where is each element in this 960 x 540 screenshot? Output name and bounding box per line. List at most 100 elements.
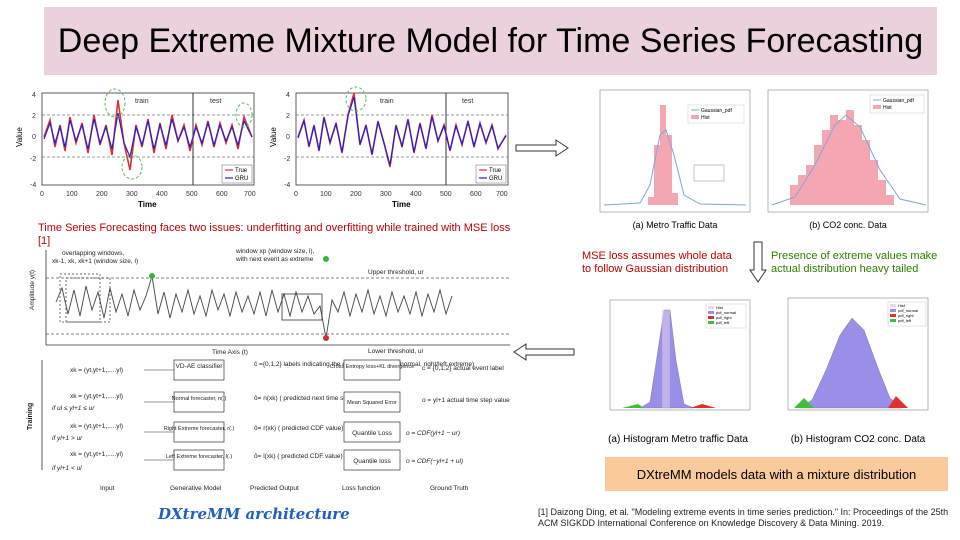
svg-text:-2: -2	[30, 156, 36, 163]
mse-note: MSE loss assumes whole data to follow Ga…	[582, 250, 732, 275]
svg-text:Time Axis (t): Time Axis (t)	[212, 349, 248, 356]
row-right-extreme: xk = (yt,yt+1,.....yl) if yl+1 > ur Righ…	[52, 421, 460, 443]
time-series-plot-2: train test True GRU 4 2 0 -2 -4 0 100 20…	[269, 86, 509, 209]
svg-text:Predicted Output: Predicted Output	[250, 485, 299, 492]
svg-text:test: test	[462, 98, 473, 105]
svg-text:Loss function: Loss function	[342, 485, 381, 492]
svg-text:0: 0	[294, 191, 298, 198]
dxtremm-architecture: overlapping windows, xk-1, xk, xk+1 (win…	[27, 248, 510, 492]
underfitting-caption: Time Series Forecasting faces two issues…	[38, 222, 511, 247]
co2-mixture-caption: (b) Histogram CO2 conc. Data	[791, 434, 926, 445]
svg-text:Right Extreme forecaster, r(.): Right Extreme forecaster, r(.)	[164, 426, 235, 432]
svg-text:o = CDF(−yl+1 + ul): o = CDF(−yl+1 + ul)	[406, 458, 463, 465]
down-arrow	[749, 241, 767, 283]
row-normal: xk = (yt,yt+1,.....yl) if ul ≤ yl+1 ≤ ur…	[52, 391, 510, 413]
svg-text:xk = (yt,yt+1,.....yl): xk = (yt,yt+1,.....yl)	[70, 451, 123, 458]
svg-text:Hist: Hist	[883, 105, 892, 111]
svg-text:overlapping windows,: overlapping windows,	[62, 250, 124, 257]
row-left-extreme: xk = (yt,yt+1,.....yl) if yl+1 < ul Left…	[52, 449, 463, 472]
svg-text:300: 300	[126, 191, 138, 198]
svg-text:if yl+1 < ul: if yl+1 < ul	[52, 465, 82, 472]
co2-histogram: Gaussian_pdf Hist (b) CO2 conc. Data	[767, 89, 929, 230]
svg-text:Mean Squared Error: Mean Squared Error	[347, 400, 397, 406]
svg-text:500: 500	[440, 191, 452, 198]
title-band	[44, 7, 937, 75]
svg-text:c = {0,1,2} actual event label: c = {0,1,2} actual event label	[422, 365, 504, 372]
row-classifier: xk = (yt,yt+1,.....yl) VD-AE classifier …	[70, 359, 504, 381]
svg-text:train: train	[380, 98, 394, 105]
metro-histogram: Gaussian_pdf Hist (a) Metro Traffic Data	[599, 89, 751, 230]
svg-text:pdf_left: pdf_left	[716, 320, 730, 325]
svg-text:ô= r(xk) ( predicted CDF value: ô= r(xk) ( predicted CDF value)	[254, 425, 343, 432]
svg-text:Hist: Hist	[898, 303, 906, 308]
gaussian-histograms: Gaussian_pdf Hist (a) Metro Traffic Data…	[599, 89, 929, 230]
svg-text:pdf_right: pdf_right	[716, 315, 732, 320]
svg-text:100: 100	[66, 191, 78, 198]
svg-text:100: 100	[320, 191, 332, 198]
svg-text:xk = (yt,yt+1,.....yl): xk = (yt,yt+1,.....yl)	[70, 367, 123, 374]
metro-caption: (a) Metro Traffic Data	[633, 220, 718, 230]
svg-text:pdf_right: pdf_right	[898, 313, 914, 318]
svg-text:o = yl+1 actual time step valu: o = yl+1 actual time step value	[422, 397, 510, 404]
legend-gru-1: GRU	[235, 176, 248, 182]
ylabel-1: Value	[15, 127, 24, 147]
svg-text:Gaussian_pdf: Gaussian_pdf	[883, 98, 914, 104]
svg-text:Hist: Hist	[701, 115, 710, 121]
svg-text:Cross Entropy loss+KL divergen: Cross Entropy loss+KL divergence	[330, 364, 414, 370]
svg-text:VD-AE classifier: VD-AE classifier	[176, 363, 224, 370]
svg-text:200: 200	[96, 191, 108, 198]
svg-text:Time: Time	[392, 200, 411, 209]
svg-text:pdf_normal: pdf_normal	[898, 308, 918, 313]
test-label-1: test	[210, 98, 221, 105]
time-series-plots: train test True GRU 4 2 0 -2 -4 0 100 20…	[15, 86, 509, 209]
svg-text:300: 300	[380, 191, 392, 198]
svg-text:True: True	[489, 168, 502, 174]
svg-text:500: 500	[186, 191, 198, 198]
svg-text:Normal forecaster, n(.): Normal forecaster, n(.)	[172, 396, 227, 402]
svg-text:xk-1, xk, xk+1 (window size, l: xk-1, xk, xk+1 (window size, l)	[52, 258, 138, 265]
slide-title: Deep Extreme Mixture Model for Time Seri…	[57, 21, 924, 60]
svg-text:400: 400	[156, 191, 168, 198]
co2-caption: (b) CO2 conc. Data	[809, 220, 887, 230]
svg-text:with next event as extreme: with next event as extreme	[235, 256, 314, 263]
svg-text:-4: -4	[30, 182, 36, 189]
svg-text:Quantile loss: Quantile loss	[353, 458, 391, 465]
svg-text:600: 600	[216, 191, 228, 198]
svg-text:Gaussian_pdf: Gaussian_pdf	[701, 108, 732, 114]
svg-text:Input: Input	[100, 485, 115, 492]
svg-text:pdf_left: pdf_left	[898, 318, 912, 323]
svg-text:600: 600	[470, 191, 482, 198]
svg-text:0: 0	[40, 191, 44, 198]
svg-text:xk = (yt,yt+1,.....yl): xk = (yt,yt+1,.....yl)	[70, 423, 123, 430]
right-arrow	[515, 139, 569, 157]
svg-text:Amplitude y(t): Amplitude y(t)	[29, 270, 36, 310]
svg-text:ô= l(xk) ( predicted CDF value: ô= l(xk) ( predicted CDF value)	[254, 453, 343, 460]
svg-text:GRU: GRU	[489, 176, 502, 182]
svg-text:0: 0	[286, 134, 290, 141]
xlabel-1: Time	[138, 200, 157, 209]
reference: [1] Daizong Ding, et al. "Modeling extre…	[538, 507, 949, 528]
svg-text:2: 2	[286, 113, 290, 120]
svg-text:2: 2	[32, 113, 36, 120]
legend-true-1: True	[235, 168, 248, 174]
svg-text:Hist: Hist	[716, 305, 724, 310]
svg-text:200: 200	[350, 191, 362, 198]
metro-mixture-histogram: Hist pdf_normal pdf_right pdf_left (a) H…	[608, 299, 751, 445]
svg-text:if ul ≤ yl+1 ≤ ur: if ul ≤ yl+1 ≤ ur	[52, 405, 95, 412]
train-label-1: train	[135, 98, 149, 105]
svg-text:if yl+1 > ur: if yl+1 > ur	[52, 435, 83, 442]
svg-text:ô= n(xk) ( predicted next time: ô= n(xk) ( predicted next time step valu…	[254, 395, 372, 402]
architecture-caption: DXtreMM architecture	[158, 505, 350, 523]
svg-text:-2: -2	[284, 156, 290, 163]
mixture-note: DXtreMM models data with a mixture distr…	[605, 457, 948, 491]
svg-text:Upper threshold, ur: Upper threshold, ur	[368, 269, 424, 276]
svg-text:window xp (window size, l),: window xp (window size, l),	[235, 248, 315, 255]
svg-text:Left Extreme forecaster, l(.): Left Extreme forecaster, l(.)	[166, 454, 232, 460]
svg-text:Lower threshold, ul: Lower threshold, ul	[368, 348, 423, 355]
svg-text:700: 700	[496, 191, 508, 198]
svg-text:Ground Truth: Ground Truth	[430, 485, 469, 492]
time-series-plot-1: train test True GRU 4 2 0 -2 -4 0 100 20…	[15, 88, 256, 209]
svg-text:Training: Training	[27, 403, 34, 430]
svg-text:xk = (yt,yt+1,.....yl): xk = (yt,yt+1,.....yl)	[70, 393, 123, 400]
svg-text:o = CDF(yl+1 − ur): o = CDF(yl+1 − ur)	[406, 430, 460, 437]
